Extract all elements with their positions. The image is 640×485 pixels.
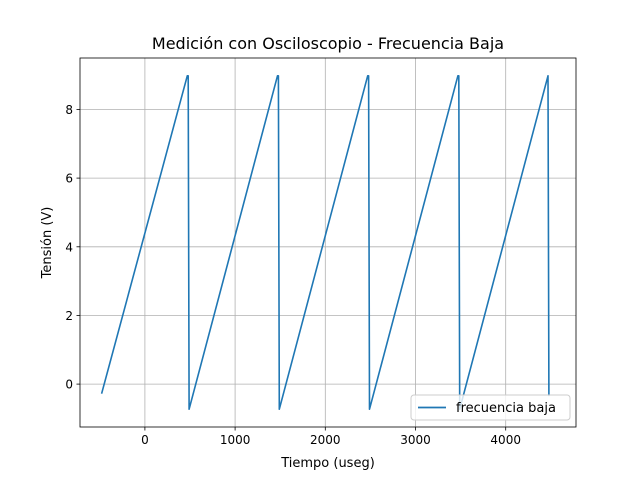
chart-title: Medición con Osciloscopio - Frecuencia B…: [152, 34, 504, 53]
plot-frame: [79, 57, 577, 428]
x-axis-label: Tiempo (useg): [280, 456, 375, 471]
x-tick-label: 2000: [310, 433, 341, 447]
x-tick-label: 1000: [220, 433, 251, 447]
y-axis-label: Tensión (V): [40, 207, 55, 280]
ticks: 0 1000 2000 3000 4000 0 2 4 6 8: [65, 103, 521, 447]
legend: frecuencia baja: [410, 394, 571, 421]
x-tick-label: 3000: [400, 433, 431, 447]
y-tick-label: 0: [65, 378, 73, 392]
legend-box: [410, 394, 571, 421]
grid: [80, 58, 576, 427]
series-layer: [100, 75, 550, 411]
series-line-frecuencia-baja: [100, 75, 550, 411]
x-tick-label: 4000: [490, 433, 521, 447]
y-tick-label: 4: [65, 240, 73, 254]
y-tick-label: 8: [65, 103, 73, 117]
x-tick-label: 0: [141, 433, 149, 447]
y-tick-label: 6: [65, 172, 73, 186]
legend-label-frecuencia-baja: frecuencia baja: [456, 401, 556, 416]
y-tick-label: 2: [65, 309, 73, 323]
